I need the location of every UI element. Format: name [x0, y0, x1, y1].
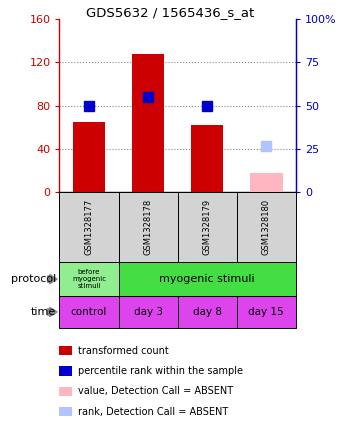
- Text: GSM1328179: GSM1328179: [203, 199, 212, 255]
- Text: day 3: day 3: [134, 307, 163, 317]
- Text: percentile rank within the sample: percentile rank within the sample: [78, 366, 242, 376]
- FancyArrow shape: [48, 275, 57, 284]
- Text: protocol: protocol: [11, 274, 56, 284]
- Text: day 15: day 15: [249, 307, 284, 317]
- Bar: [250, 173, 283, 192]
- Text: GSM1328177: GSM1328177: [85, 199, 94, 255]
- Bar: [73, 122, 105, 192]
- Text: rank, Detection Call = ABSENT: rank, Detection Call = ABSENT: [78, 407, 228, 417]
- Text: control: control: [71, 307, 107, 317]
- Text: day 8: day 8: [193, 307, 222, 317]
- Bar: [132, 54, 164, 192]
- Text: value, Detection Call = ABSENT: value, Detection Call = ABSENT: [78, 386, 233, 396]
- FancyArrow shape: [48, 307, 57, 316]
- Text: transformed count: transformed count: [78, 346, 168, 356]
- Text: time: time: [31, 307, 56, 317]
- Text: myogenic stimuli: myogenic stimuli: [159, 274, 255, 284]
- Text: GDS5632 / 1565436_s_at: GDS5632 / 1565436_s_at: [86, 6, 254, 19]
- Text: GSM1328180: GSM1328180: [262, 199, 271, 255]
- Text: before
myogenic
stimuli: before myogenic stimuli: [72, 269, 106, 289]
- Text: GSM1328178: GSM1328178: [143, 199, 153, 255]
- Bar: [191, 125, 223, 192]
